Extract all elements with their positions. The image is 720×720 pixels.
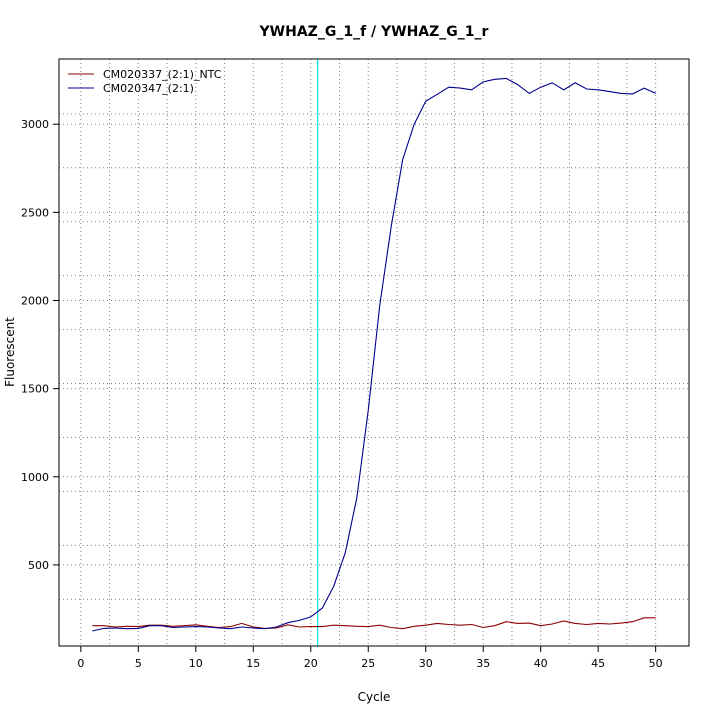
y-tick-label: 2500 (21, 206, 49, 219)
grid-lines (59, 59, 689, 646)
y-tick-label: 2000 (21, 294, 49, 307)
y-tick-label: 500 (28, 559, 49, 572)
x-tick-label: 0 (77, 657, 84, 670)
x-tick-label: 15 (246, 657, 260, 670)
y-tick-label: 3000 (21, 118, 49, 131)
y-axis-label: Fluorescent (3, 317, 17, 387)
x-tick-label: 40 (534, 657, 548, 670)
series-line-1 (92, 617, 656, 630)
x-tick-label: 45 (591, 657, 605, 670)
x-tick-label: 30 (419, 657, 433, 670)
x-tick-label: 35 (476, 657, 490, 670)
y-tick-label: 1500 (21, 383, 49, 396)
x-tick-label: 20 (304, 657, 318, 670)
legend-label: CM020337_(2:1)_NTC (103, 68, 222, 81)
chart-title: YWHAZ_G_1_f / YWHAZ_G_1_r (259, 24, 489, 40)
x-tick-label: 5 (135, 657, 142, 670)
y-tick-label: 1000 (21, 471, 49, 484)
x-tick-label: 50 (649, 657, 663, 670)
legend-label: CM020347_(2:1) (103, 82, 194, 95)
x-axis-label: Cycle (358, 690, 391, 704)
series-line-2 (92, 77, 656, 632)
y-axis: 500 1000 1500 2000 2500 3000 (21, 118, 59, 572)
x-tick-label: 10 (189, 657, 203, 670)
x-axis: 0 5 10 15 20 25 30 35 40 45 50 (77, 645, 663, 670)
series-lines (92, 77, 656, 632)
x-tick-label: 25 (361, 657, 375, 670)
